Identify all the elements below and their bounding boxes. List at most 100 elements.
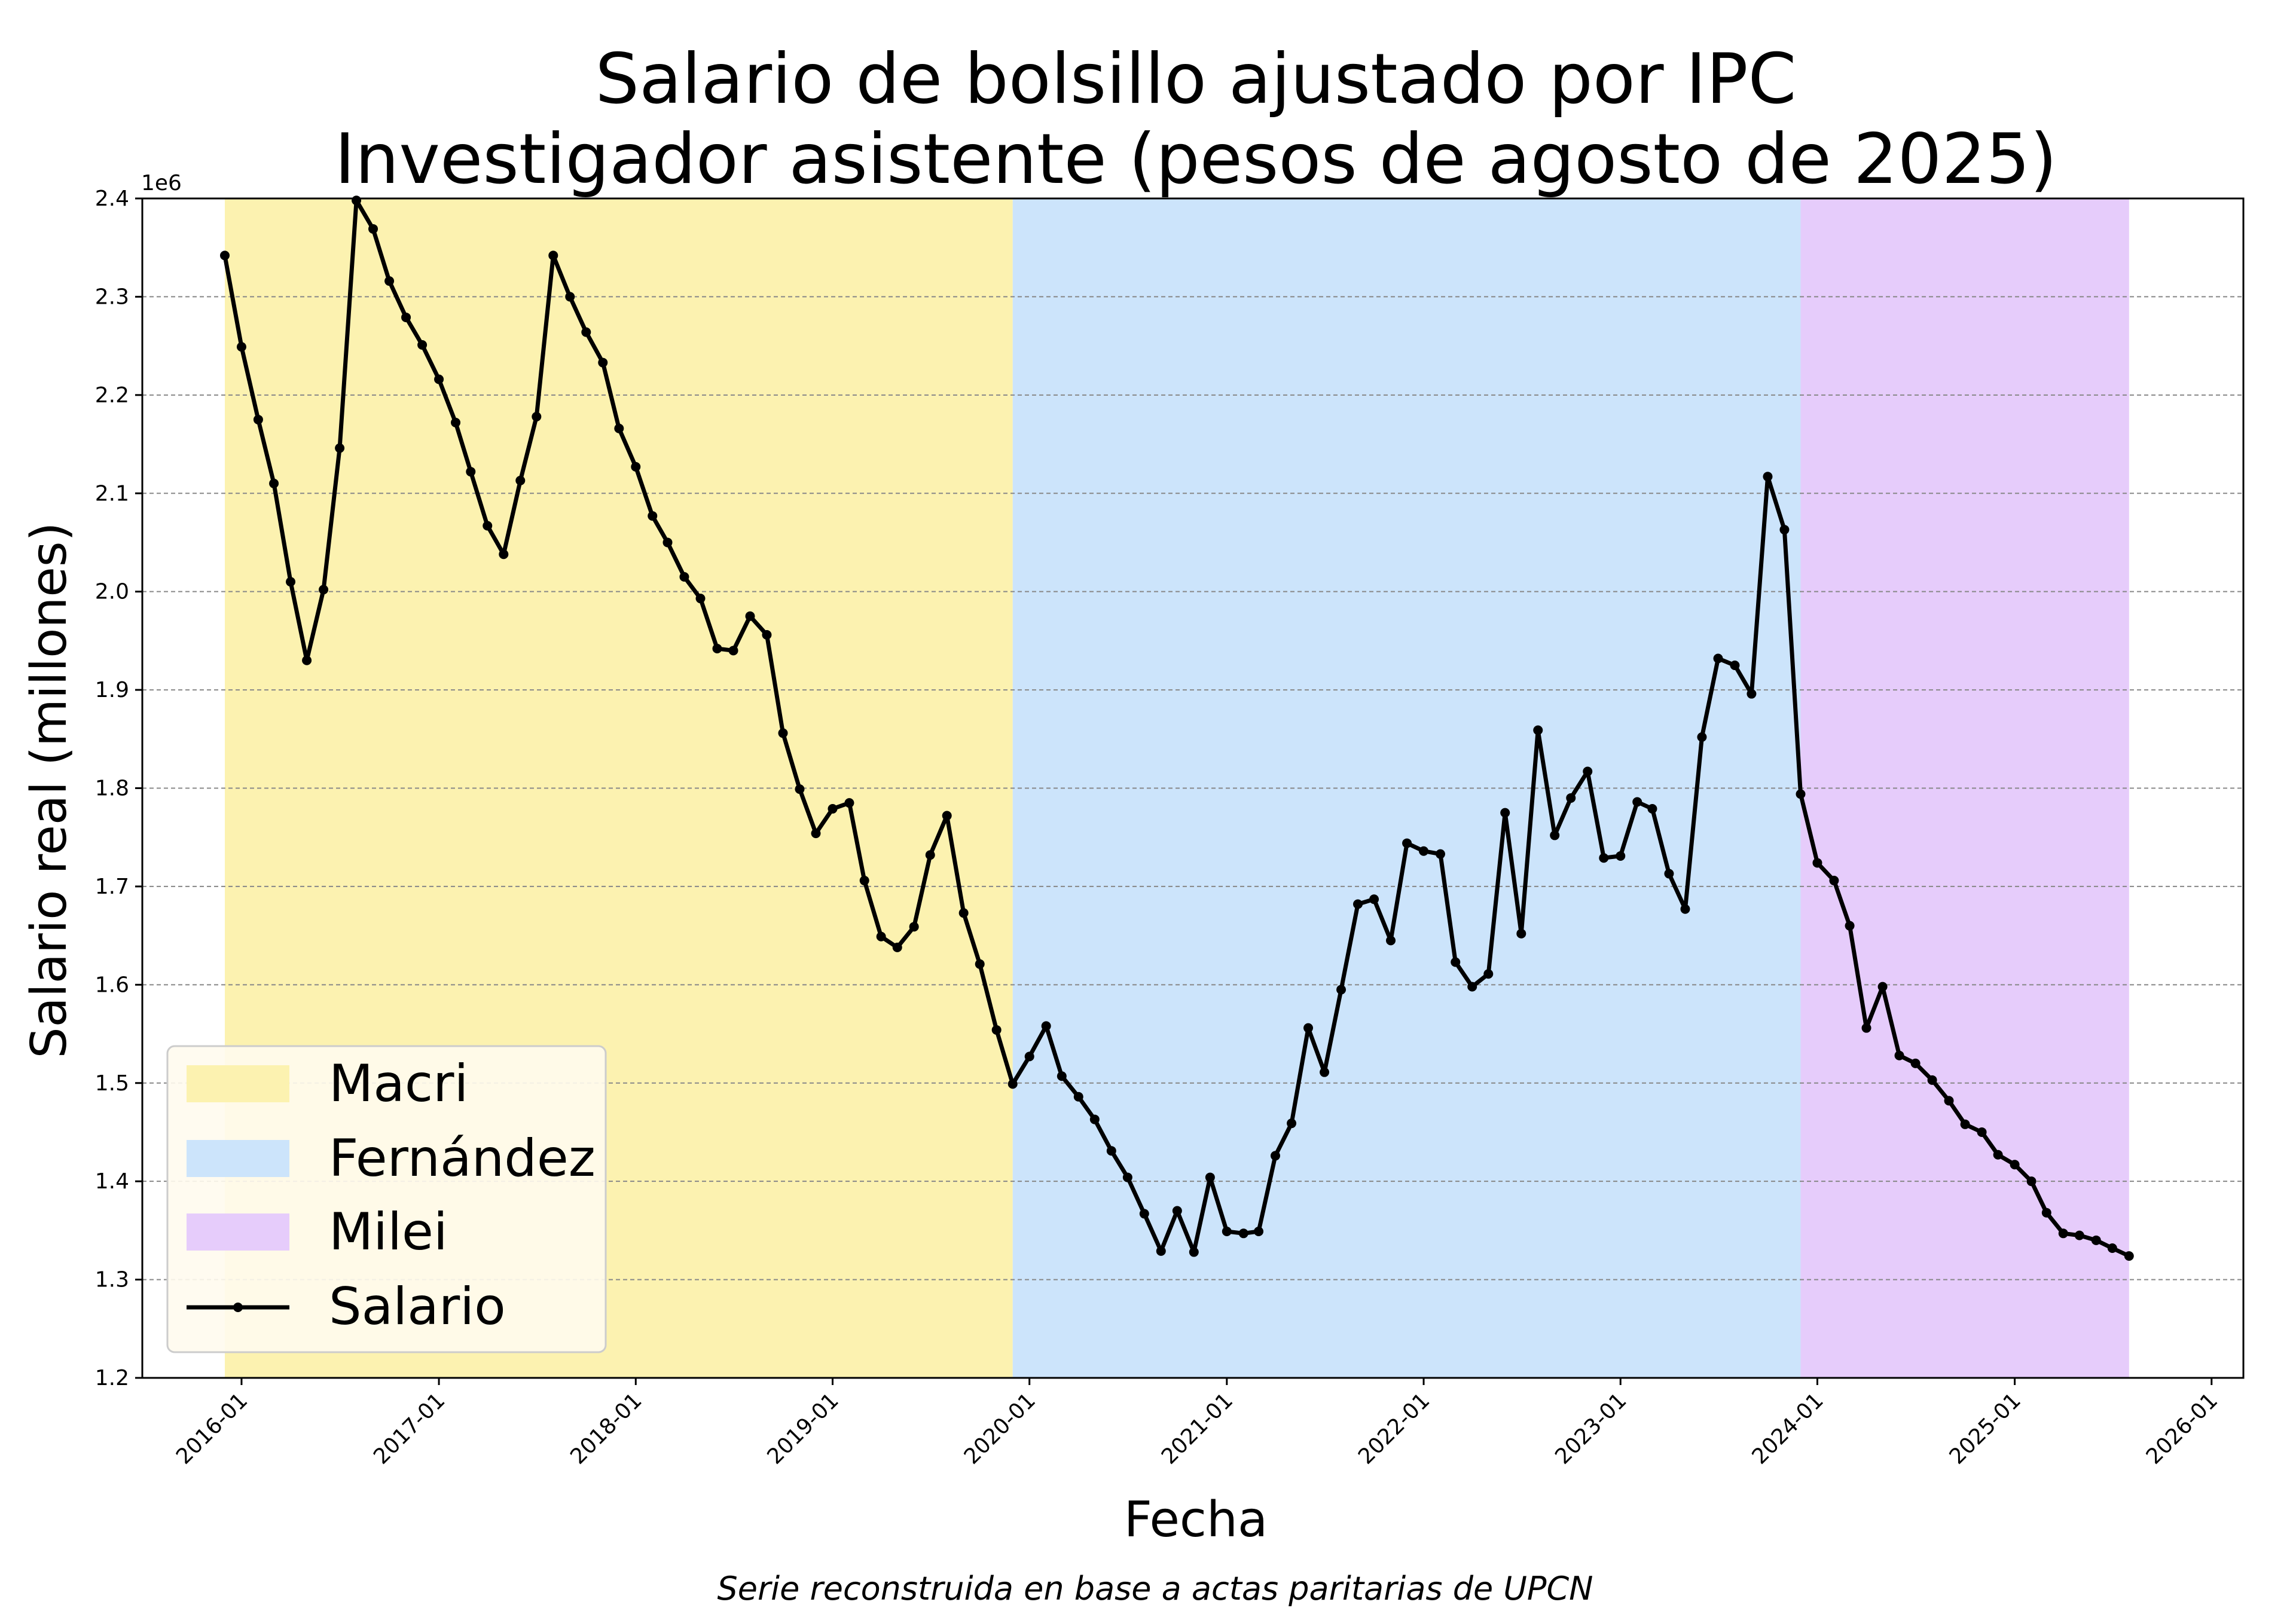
data-point [811, 829, 821, 839]
data-point [1533, 725, 1543, 735]
y-axis-label: Salario real (millones) [21, 522, 78, 1058]
legend-label-milei: Milei [329, 1202, 448, 1262]
data-point [909, 922, 919, 932]
data-point [1910, 1058, 1921, 1068]
y-tick-label: 1.2 [95, 1366, 129, 1390]
data-point [1944, 1096, 1954, 1106]
data-point [925, 850, 935, 860]
y-offset-label: 1e6 [141, 171, 182, 195]
data-point [1007, 1079, 1018, 1089]
data-point [236, 342, 246, 352]
data-point [2058, 1228, 2068, 1239]
data-point [1599, 853, 1609, 863]
data-point [1680, 904, 1690, 914]
data-point [631, 461, 641, 472]
y-tick-label: 1.5 [95, 1071, 129, 1096]
data-point [483, 521, 493, 531]
data-point [1451, 957, 1461, 967]
y-tick-label: 1.3 [95, 1268, 129, 1292]
data-point [859, 876, 869, 886]
data-point [565, 292, 575, 302]
legend-box [166, 1045, 607, 1353]
data-point [991, 1025, 1002, 1035]
x-tick-label: 2024-01 [1747, 1388, 1828, 1469]
data-point [532, 412, 542, 422]
legend-swatch-macri [187, 1065, 289, 1102]
data-point [1057, 1071, 1067, 1081]
x-axis-label: Fecha [1124, 1491, 1268, 1548]
data-point [1779, 525, 1790, 535]
data-point [1189, 1247, 1199, 1257]
data-point [1566, 793, 1576, 803]
x-tick-label: 2026-01 [2142, 1388, 2222, 1469]
data-point [1073, 1092, 1083, 1102]
data-point [434, 374, 444, 384]
data-point [1730, 660, 1740, 670]
data-point [1352, 899, 1363, 909]
y-tick-label: 2.2 [95, 383, 129, 408]
data-point [384, 276, 395, 286]
data-point [795, 784, 805, 794]
data-point [662, 537, 673, 548]
x-tick-label: 2019-01 [763, 1388, 844, 1469]
data-point [1172, 1206, 1182, 1216]
data-point [1336, 985, 1347, 995]
data-point [1222, 1227, 1232, 1237]
data-point [828, 804, 838, 814]
data-point [2026, 1176, 2037, 1187]
legend-label-macri: Macri [329, 1054, 468, 1114]
data-point [515, 475, 526, 485]
data-point [1238, 1228, 1248, 1239]
y-tick-label: 2.0 [95, 580, 129, 604]
data-point [335, 443, 345, 453]
data-point [1024, 1051, 1034, 1062]
data-point [1483, 969, 1494, 979]
y-tick-label: 2.1 [95, 481, 129, 506]
data-point [1089, 1114, 1100, 1124]
chart-title-line-1: Salario de bolsillo ajustado por IPC [595, 39, 1796, 120]
data-point [1632, 797, 1642, 807]
data-point [1616, 851, 1626, 861]
x-tick-label: 2020-01 [960, 1388, 1040, 1469]
data-point [1877, 982, 1888, 992]
data-point [286, 577, 296, 587]
data-point [695, 594, 706, 604]
data-point [1977, 1127, 1987, 1137]
y-tick-label: 1.8 [95, 777, 129, 801]
data-point [1516, 928, 1526, 939]
data-point [1402, 838, 1412, 848]
data-point [401, 312, 411, 322]
data-point [762, 630, 772, 640]
data-point [1467, 982, 1477, 992]
data-point [1763, 472, 1773, 482]
y-tick-label: 1.6 [95, 973, 129, 997]
data-point [1664, 869, 1674, 879]
data-point [745, 611, 755, 621]
legend: Macri Fernández Milei Salario [166, 1045, 607, 1353]
data-point [598, 357, 608, 368]
data-point [1419, 846, 1429, 856]
data-point [1287, 1118, 1297, 1129]
x-tick-label: 2017-01 [369, 1388, 450, 1469]
data-point [648, 511, 658, 521]
chart-caption: Serie reconstruida en base a actas parit… [717, 1570, 1593, 1607]
data-point [451, 417, 461, 427]
x-tick-label: 2016-01 [172, 1388, 252, 1469]
data-point [1156, 1246, 1166, 1256]
data-point [1254, 1227, 1264, 1237]
x-axis: 2016-01 2017-01 2018-01 2019-01 2020-01 2021-… [172, 1378, 2222, 1469]
data-point [499, 549, 509, 560]
series-layer [219, 195, 2134, 1261]
x-tick-label: 2018-01 [566, 1388, 646, 1469]
legend-marker-salario [233, 1303, 243, 1312]
data-point [1812, 858, 1822, 868]
data-point [1550, 830, 1560, 840]
data-point [368, 224, 378, 234]
data-point [1796, 789, 1806, 799]
legend-label-fernandez: Fernández [329, 1129, 596, 1188]
data-point [1960, 1119, 1970, 1129]
data-point [2107, 1243, 2117, 1253]
y-tick-label: 1.4 [95, 1169, 129, 1194]
data-point [1106, 1146, 1116, 1156]
